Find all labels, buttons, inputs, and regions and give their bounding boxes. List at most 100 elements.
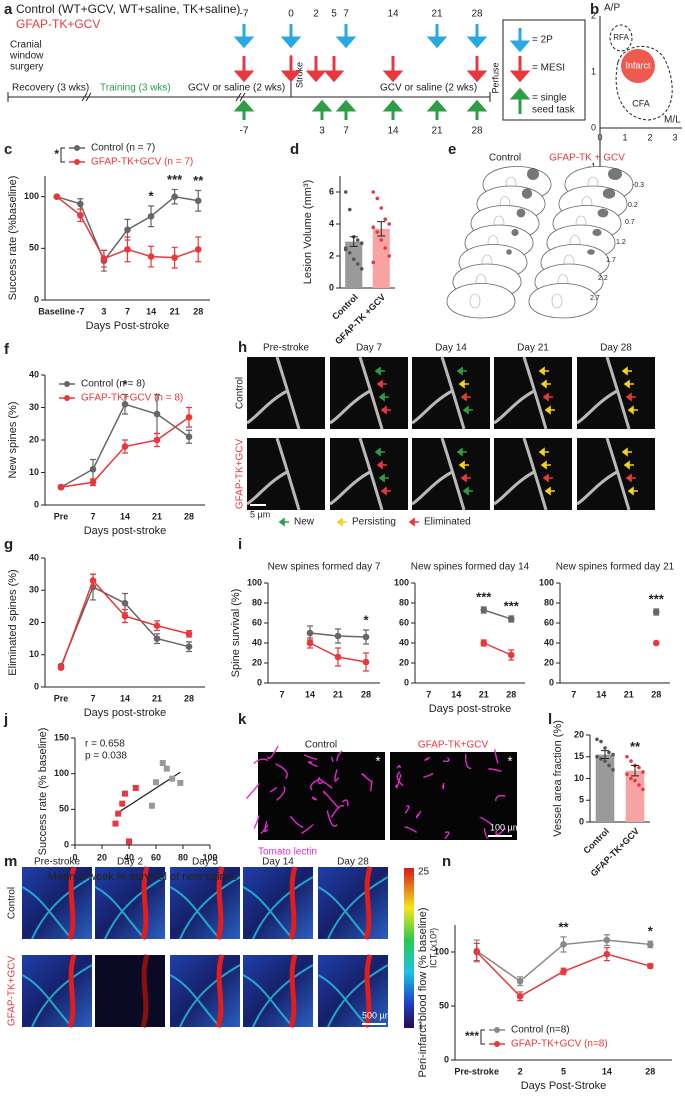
group-label: GFAP-TK+GCV xyxy=(16,17,100,31)
x-tick-label: 7 xyxy=(279,689,284,699)
annotation: p = 0.038 xyxy=(85,751,127,762)
region-label: RFA xyxy=(613,33,629,42)
y-tick-label: 100 xyxy=(24,191,39,201)
y-tick-label: 15 xyxy=(574,751,584,761)
arrow xyxy=(378,392,389,402)
point xyxy=(362,633,370,641)
lesion xyxy=(608,168,622,180)
branch xyxy=(21,876,93,940)
dendrite xyxy=(576,437,631,511)
dendrite xyxy=(329,437,384,511)
asterisk: * xyxy=(375,753,380,768)
point xyxy=(89,577,97,584)
y-tick-label: 20 xyxy=(544,657,554,667)
asterisk: * xyxy=(507,753,512,768)
y-tick-label: 40 xyxy=(29,369,39,379)
point xyxy=(77,200,84,208)
arrow xyxy=(538,447,549,457)
day-label: -7 xyxy=(240,9,249,20)
legend-label: Control (n = 7) xyxy=(91,143,155,154)
y-tick-label: 60 xyxy=(544,617,554,627)
point xyxy=(194,246,202,253)
vessel xyxy=(303,754,318,760)
brain-slice xyxy=(446,283,516,319)
annotation: *** xyxy=(649,591,665,606)
y-tick-label: 0 xyxy=(34,681,39,691)
dendrite xyxy=(329,356,384,430)
panel-label: g xyxy=(4,536,13,553)
point xyxy=(637,765,641,770)
vessel xyxy=(269,787,278,793)
point xyxy=(359,241,364,245)
column-label: Day 21 xyxy=(517,343,549,354)
vessel xyxy=(326,810,338,827)
arrow xyxy=(621,447,632,457)
y-axis-label: Peri-infarct blood flow (% baseline) xyxy=(417,908,429,1078)
vessel xyxy=(363,866,373,940)
y-axis-label: Success rate (% baseline) xyxy=(37,728,49,856)
point xyxy=(147,253,155,260)
branch xyxy=(242,964,314,1028)
point xyxy=(124,226,131,234)
phase-label: GCV or saline (2 wks) xyxy=(188,83,285,94)
y-tick-label: 0 xyxy=(64,839,69,849)
x-tick-label: Pre xyxy=(54,693,69,703)
point xyxy=(100,255,108,262)
dendrite xyxy=(246,437,301,511)
y-tick-label: 30 xyxy=(29,585,39,595)
point xyxy=(375,230,380,234)
x-tick-label: 100 xyxy=(202,852,217,862)
colorbar-tick: 1 xyxy=(418,1021,424,1032)
panel-label: c xyxy=(4,141,12,158)
x-tick-label: 5 xyxy=(561,1066,566,1076)
brain-slice xyxy=(528,283,598,319)
column-label: Day 5 xyxy=(192,857,219,868)
y-tick-label: 5 xyxy=(579,795,584,805)
point xyxy=(153,410,161,418)
arrow xyxy=(627,405,638,415)
arrow xyxy=(540,460,551,470)
annotation: * xyxy=(149,188,155,203)
y-axis-label: Lesion Volume (mm³) xyxy=(302,180,314,285)
point xyxy=(371,190,376,194)
vessel xyxy=(140,954,150,1028)
x-tick-label: 28 xyxy=(651,689,661,699)
arrow xyxy=(542,392,553,402)
point xyxy=(641,787,645,792)
point xyxy=(603,950,611,958)
tick-label: -1 xyxy=(588,161,596,171)
x-tick-label: Pre xyxy=(54,511,69,521)
vessel xyxy=(253,815,260,829)
point xyxy=(560,968,567,975)
vessel xyxy=(495,827,507,836)
point xyxy=(633,778,637,783)
x-tick-label: Pre-stroke xyxy=(454,1066,499,1076)
y-tick-label: 10 xyxy=(574,773,584,783)
panel-label: d xyxy=(290,141,299,158)
x-axis-label: Days post-stroke xyxy=(84,525,167,537)
annotation: ** xyxy=(193,173,204,188)
point xyxy=(371,260,376,265)
column-label: Pre-stroke xyxy=(34,857,81,868)
column-label: Control xyxy=(489,153,521,164)
day-label: 0 xyxy=(288,9,294,20)
annotation: * xyxy=(648,924,654,939)
y-tick-label: 40 xyxy=(252,637,262,647)
point xyxy=(507,651,515,659)
arrow xyxy=(323,56,345,83)
point xyxy=(121,400,129,408)
y-tick-label: 40 xyxy=(29,552,39,562)
point xyxy=(132,784,139,791)
column-label: Day 14 xyxy=(435,343,467,354)
error-bar xyxy=(601,750,609,759)
dendrite xyxy=(246,356,301,430)
y-tick-label: 100 xyxy=(54,768,69,778)
annotation: *** xyxy=(167,172,183,187)
region-label: Infarct xyxy=(625,60,651,70)
point xyxy=(194,197,202,205)
vessel xyxy=(442,757,450,762)
x-tick-label: 14 xyxy=(451,689,461,699)
point xyxy=(516,977,524,985)
vessel xyxy=(395,773,402,789)
region xyxy=(609,24,633,52)
